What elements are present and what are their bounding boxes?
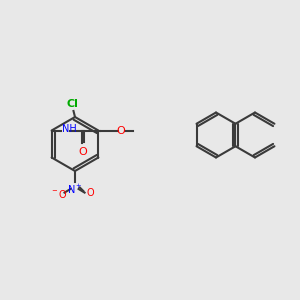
Text: Cl: Cl bbox=[66, 100, 78, 110]
Text: O: O bbox=[86, 188, 94, 199]
Text: NH: NH bbox=[62, 124, 77, 134]
Text: $\mathsf{N^+}$: $\mathsf{N^+}$ bbox=[67, 182, 83, 196]
Text: O: O bbox=[116, 125, 125, 136]
Text: $\mathsf{^-O}$: $\mathsf{^-O}$ bbox=[50, 188, 68, 200]
Text: O: O bbox=[79, 147, 88, 157]
